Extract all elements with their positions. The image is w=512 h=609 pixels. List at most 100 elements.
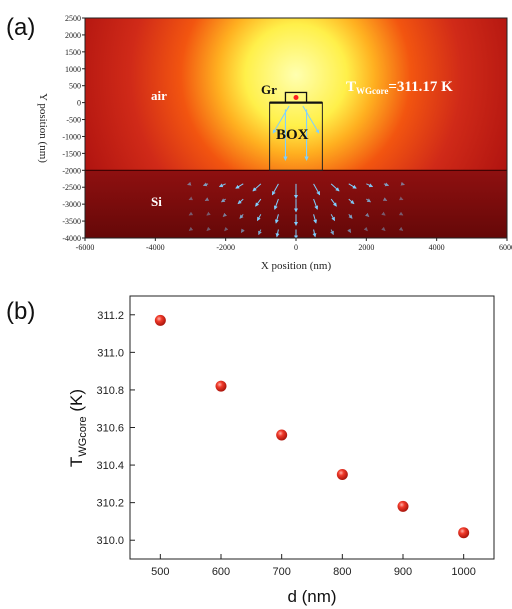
flux-arrow: [366, 198, 372, 203]
y-axis-title-a: Y position (nm): [37, 93, 49, 163]
flux-arrow: [255, 198, 262, 207]
flux-arrow: [218, 183, 226, 188]
data-point: [458, 527, 470, 539]
data-point: [397, 500, 409, 512]
flux-arrow: [188, 196, 193, 201]
y-tick-label-a: 500: [69, 82, 81, 91]
x-tick-label-a: -4000: [146, 243, 165, 252]
flux-arrow: [381, 226, 386, 231]
x-axis-title-b: d (nm): [287, 587, 336, 606]
flux-arrow: [224, 226, 229, 232]
flux-arrow: [400, 181, 405, 186]
panel-label-b: (b): [6, 298, 36, 325]
x-tick-label-a: 6000: [499, 243, 512, 252]
box-flux-arrow: [272, 105, 290, 134]
flux-arrow: [275, 229, 280, 238]
flux-arrow: [274, 214, 279, 224]
flux-arrow: [363, 226, 368, 232]
waveguide-core: [284, 91, 308, 104]
y-tick-label-a: -3500: [62, 217, 81, 226]
region-label-box: BOX: [276, 127, 309, 143]
flux-arrow: [239, 213, 244, 219]
y-tick-label-a: -2000: [62, 166, 81, 175]
flux-arrow: [256, 214, 262, 222]
y-tick-label-a: -500: [66, 116, 81, 125]
flux-arrow: [364, 212, 370, 217]
flux-arrow: [398, 211, 404, 216]
x-tick-label-b: 700: [272, 566, 290, 578]
flux-arrow: [330, 198, 337, 207]
x-tick-label-b: 900: [394, 566, 412, 578]
y-tick-label-a: 1000: [65, 65, 81, 74]
flux-arrow: [348, 198, 355, 205]
flux-arrow: [313, 183, 321, 196]
air-region: [85, 18, 507, 171]
y-tick-label-a: 2500: [65, 14, 81, 23]
y-tick-label-a: 1500: [65, 48, 81, 57]
y-tick-label-a: -4000: [62, 234, 81, 243]
flux-arrow: [206, 226, 211, 231]
flux-arrow: [330, 214, 336, 222]
data-point: [336, 468, 348, 480]
flux-arrow: [187, 181, 192, 186]
flux-arrow: [237, 198, 244, 205]
flux-arrow: [330, 229, 334, 236]
y-tick-label-a: -1500: [62, 149, 81, 158]
x-tick-label-b: 500: [151, 566, 169, 578]
flux-arrow: [381, 211, 386, 216]
panel-label-a: (a): [6, 14, 36, 41]
x-tick-label-a: 2000: [358, 243, 374, 252]
flux-arrow: [383, 182, 390, 187]
flux-arrow: [202, 182, 209, 187]
y-tick-label-b: 311.0: [97, 347, 124, 359]
x-tick-label-a: -2000: [216, 243, 235, 252]
flux-arrow: [313, 214, 318, 224]
x-axis-title-a: X position (nm): [261, 260, 332, 272]
flux-arrow: [206, 211, 211, 216]
flux-arrow: [235, 183, 244, 189]
data-point: [154, 314, 166, 326]
flux-arrow: [252, 183, 262, 192]
flux-arrow: [348, 183, 357, 189]
flux-arrow: [398, 226, 404, 231]
region-label-gr: Gr: [261, 82, 277, 97]
data-point: [215, 380, 227, 392]
flux-arrow: [348, 213, 353, 219]
data-point: [276, 429, 288, 441]
y-tick-label-a: -3000: [62, 200, 81, 209]
box-flux-arrow: [302, 105, 320, 134]
flux-arrow: [273, 198, 279, 210]
y-tick-label-b: 310.8: [96, 385, 124, 397]
y-tick-label-a: -2500: [62, 183, 81, 192]
flux-arrow: [188, 211, 194, 216]
x-tick-label-b: 800: [333, 566, 351, 578]
plot-frame-b: [129, 295, 495, 560]
flux-arrow: [399, 196, 404, 201]
flux-arrow: [258, 229, 262, 236]
flux-arrow: [220, 198, 226, 203]
y-tick-label-b: 310.4: [96, 460, 124, 472]
core-hotspot: [293, 95, 299, 101]
y-tick-label-a: 0: [77, 99, 81, 108]
y-tick-label-b: 310.6: [96, 423, 124, 435]
temperature-vs-d-chart: 500 600 700 800 900 1000 310.0 310.2 310.4 310.6 3…: [67, 295, 495, 606]
flux-arrow: [330, 183, 340, 192]
region-label-si: Si: [151, 194, 162, 209]
y-tick-label-b: 310.0: [96, 535, 124, 547]
flux-arrow: [271, 183, 279, 196]
flux-arrow: [240, 228, 245, 234]
flux-arrow: [382, 197, 388, 201]
x-tick-label-a: 0: [294, 243, 298, 252]
flux-arrow: [188, 226, 194, 231]
x-tick-label-b: 600: [212, 566, 230, 578]
region-label-air: air: [151, 88, 167, 103]
y-tick-label-b: 311.2: [97, 310, 124, 322]
flux-arrow: [366, 183, 374, 188]
thermal-map-chart: -6000-4000-20000200040006000250020001500…: [37, 14, 512, 272]
y-tick-label-a: -1000: [62, 132, 81, 141]
flux-arrow: [204, 197, 210, 201]
y-tick-label-a: 2000: [65, 31, 81, 40]
x-tick-label-b: 1000: [451, 566, 475, 578]
temperature-annotation: TWGcore=311.17 K: [346, 79, 453, 96]
x-tick-label-a: 4000: [429, 243, 445, 252]
